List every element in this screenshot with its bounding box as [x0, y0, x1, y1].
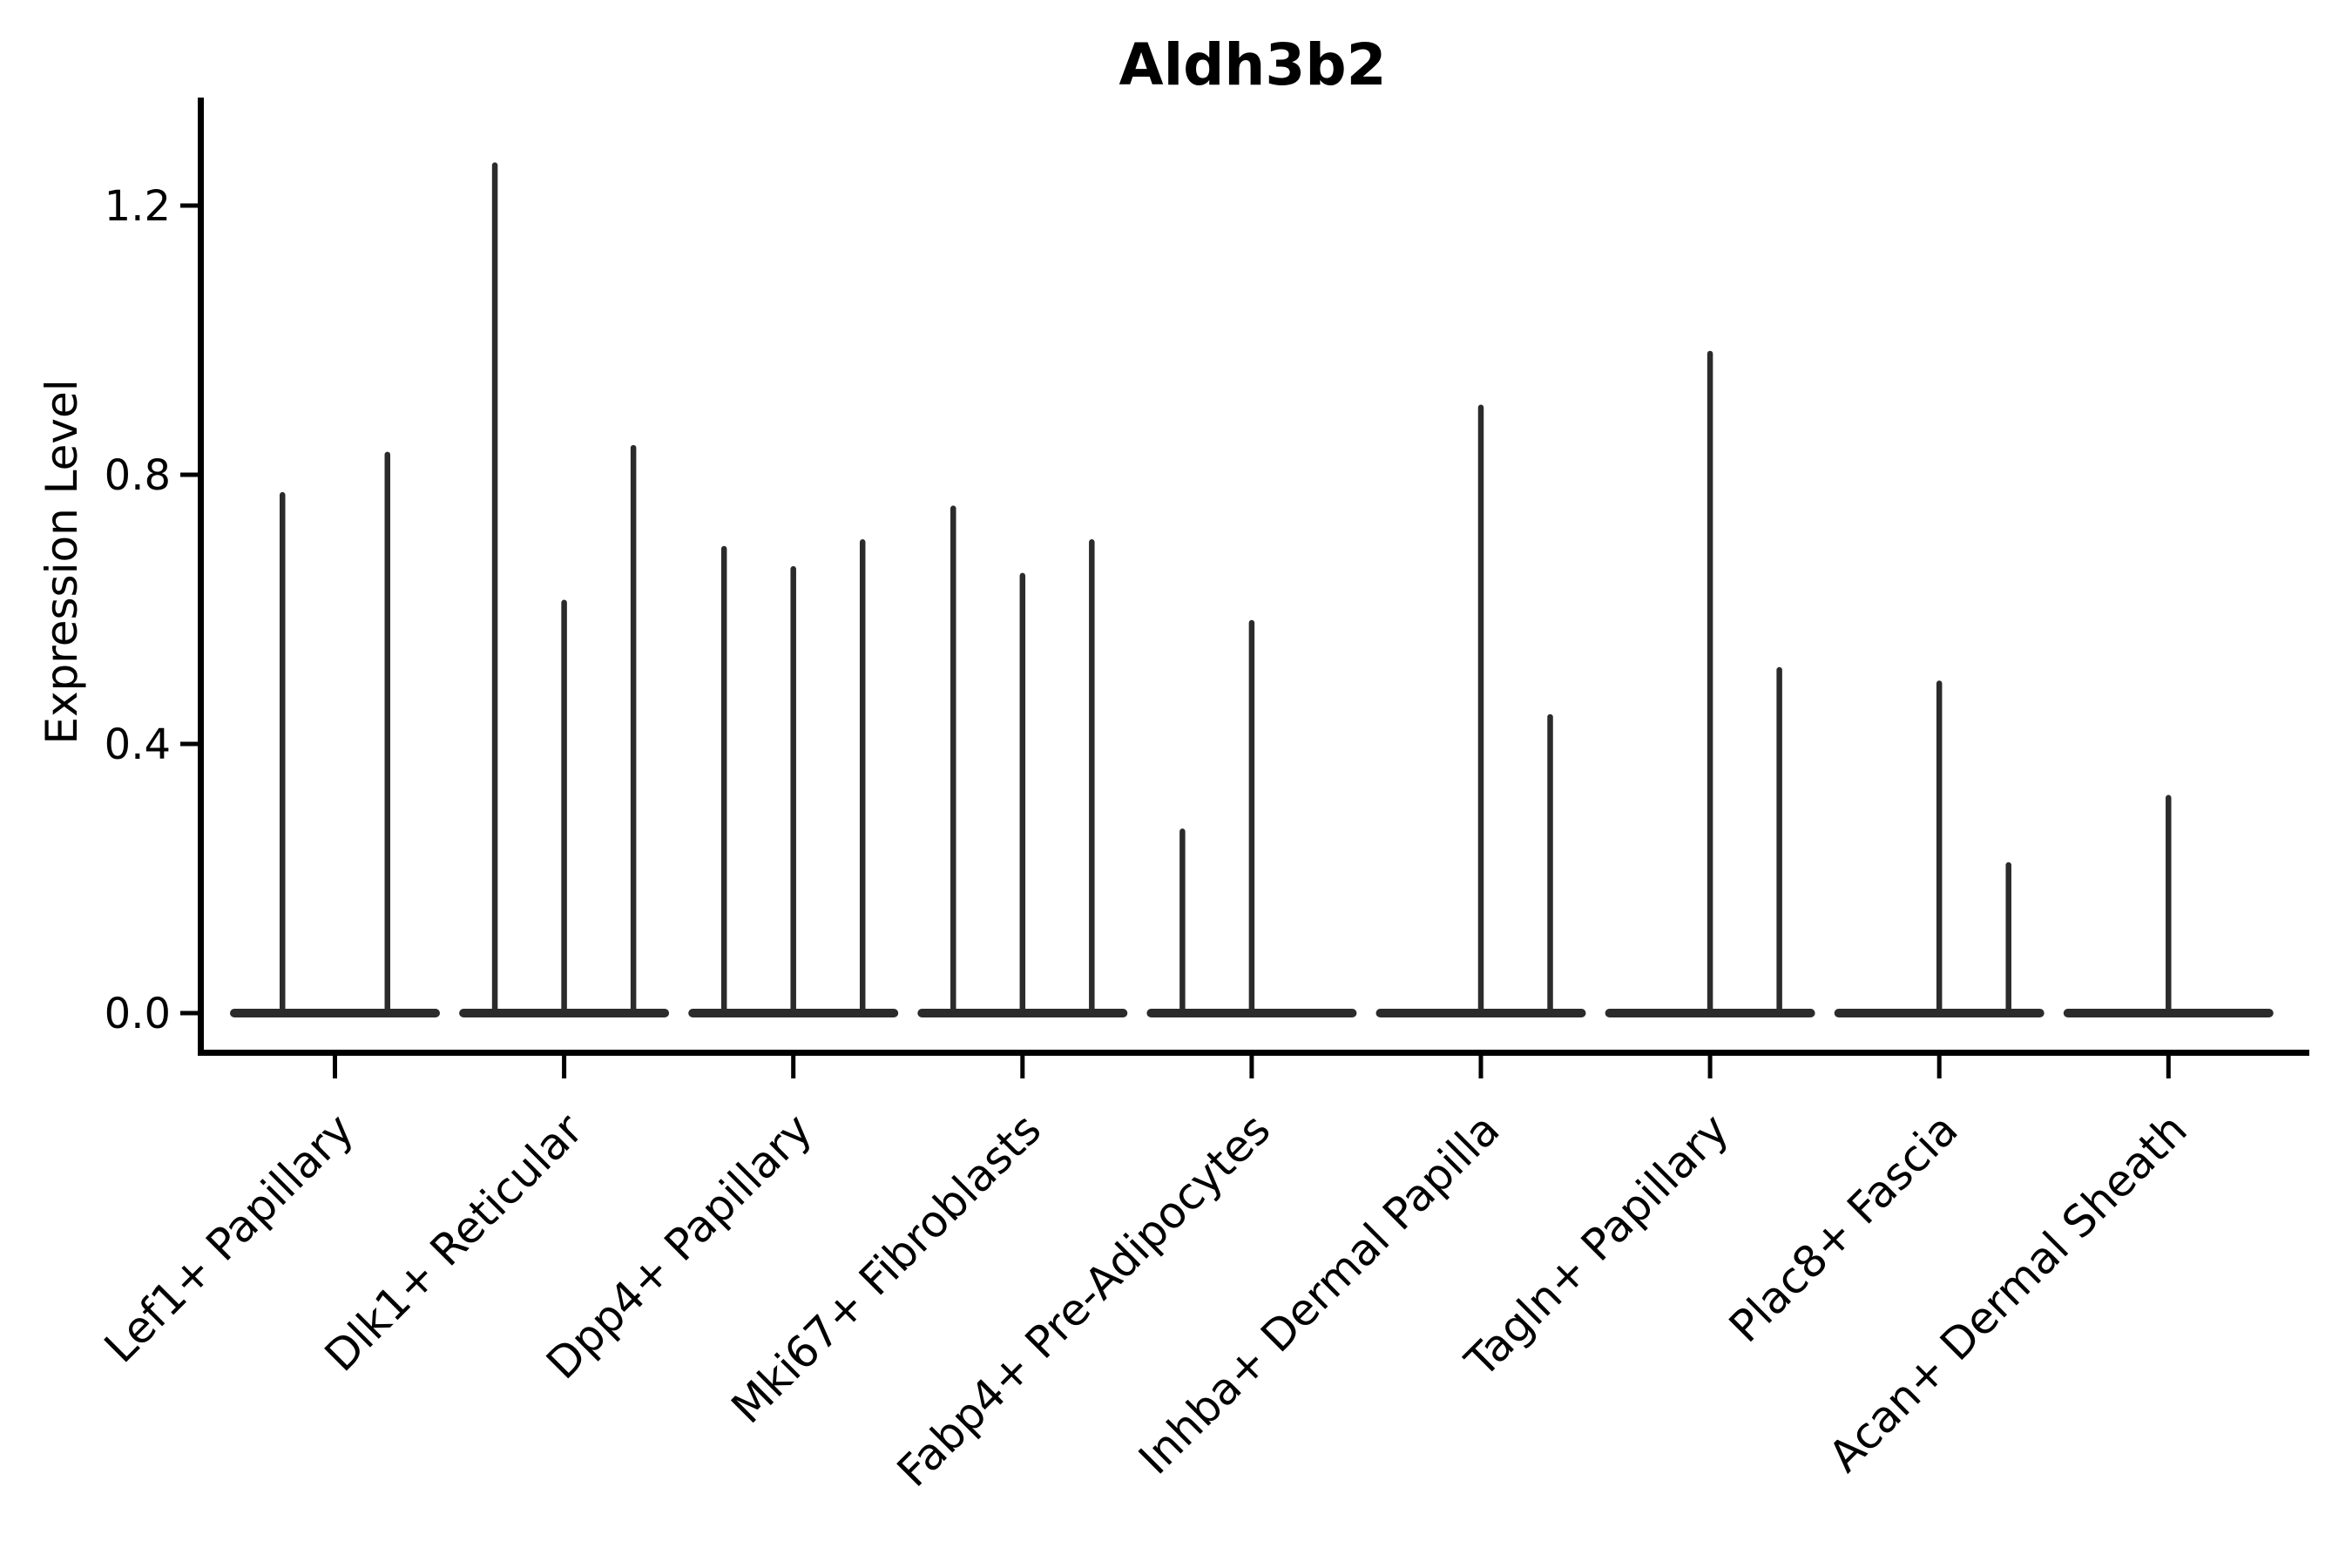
y-tick-label: 0.8 — [105, 451, 171, 500]
y-axis-label: Expression Level — [37, 379, 87, 744]
y-tick-label: 0.4 — [105, 720, 171, 769]
violin-group — [2063, 794, 2274, 1017]
bottom-spine — [198, 1050, 2309, 1056]
y-tick-label: 1.2 — [105, 182, 171, 231]
x-tick-mark — [562, 1056, 567, 1078]
x-tick-label: Fabp4+ Pre-Adipocytes — [888, 1104, 1281, 1497]
x-tick-mark — [333, 1056, 337, 1078]
x-tick-mark — [1478, 1056, 1484, 1078]
x-tick-label: Lef1+ Papillary — [95, 1104, 363, 1372]
violin-group — [688, 539, 899, 1017]
y-tick-mark — [180, 1010, 198, 1016]
y-axis: 0.0 0.4 0.8 1.2 — [105, 182, 198, 1038]
violin-group — [230, 451, 440, 1017]
x-tick-mark — [1249, 1056, 1254, 1078]
x-tick-mark — [1707, 1056, 1713, 1078]
violin-group — [1375, 404, 1586, 1017]
y-tick-mark — [180, 741, 198, 747]
violin-group — [459, 162, 670, 1017]
x-tick-label: Plac8+ Fascia — [1720, 1104, 1968, 1352]
violin-group — [917, 505, 1128, 1017]
x-tick-mark — [791, 1056, 796, 1078]
left-spine — [198, 98, 204, 1056]
y-tick-label: 0.0 — [105, 990, 171, 1038]
violins — [230, 162, 2274, 1017]
violin-group — [1834, 680, 2044, 1017]
y-tick-mark — [180, 203, 198, 208]
chart-title: Aldh3b2 — [1119, 31, 1386, 98]
violin-base — [230, 1009, 440, 1017]
x-tick-mark — [1020, 1056, 1025, 1078]
x-tick-mark — [2166, 1056, 2171, 1078]
y-tick-mark — [180, 472, 198, 477]
violin-group — [1146, 619, 1357, 1017]
x-tick-mark — [1936, 1056, 1942, 1078]
violin-group — [1605, 350, 1815, 1017]
